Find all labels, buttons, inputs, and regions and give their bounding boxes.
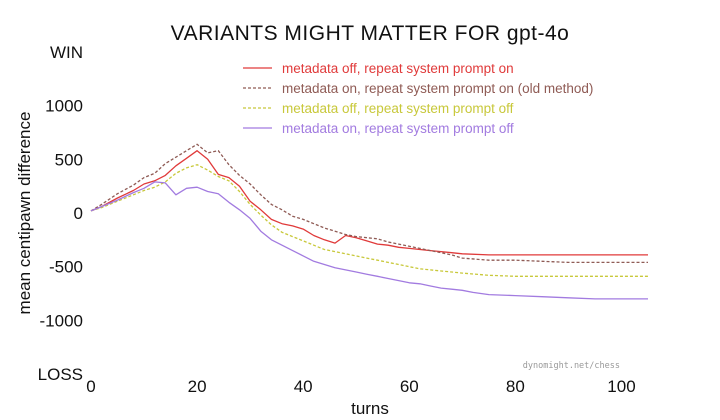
series-line-3 — [90, 164, 648, 277]
series-line-2 — [90, 143, 648, 264]
y-tick-label: 0 — [74, 204, 83, 223]
legend-label: metadata on, repeat system prompt on (ol… — [282, 81, 593, 96]
y-tick-label: WIN — [50, 43, 83, 62]
x-tick-label: 80 — [506, 377, 525, 396]
y-axis-ticks: WIN 1000 500 0 -500 -1000 LOSS — [38, 43, 83, 384]
legend: metadata off, repeat system prompt on met… — [243, 61, 593, 136]
series-line-1 — [90, 150, 648, 256]
y-tick-label: 500 — [55, 150, 83, 169]
series-lines — [90, 143, 648, 300]
y-tick-label: -1000 — [40, 311, 83, 330]
y-tick-label: LOSS — [38, 365, 83, 384]
legend-label: metadata off, repeat system prompt off — [282, 101, 514, 116]
x-axis-label: turns — [351, 399, 389, 418]
x-tick-label: 40 — [294, 377, 313, 396]
x-tick-label: 60 — [400, 377, 419, 396]
y-axis-label: mean centipawn difference — [15, 112, 34, 315]
y-tick-label: -500 — [49, 258, 83, 277]
x-axis-ticks: 0 20 40 60 80 100 — [86, 377, 635, 396]
series-line-4 — [90, 181, 648, 300]
x-tick-label: 20 — [188, 377, 207, 396]
y-tick-label: 1000 — [45, 97, 83, 116]
x-tick-label: 0 — [86, 377, 95, 396]
watermark: dynomight.net/chess — [523, 361, 620, 371]
legend-label: metadata on, repeat system prompt off — [282, 121, 514, 136]
chart-title: VARIANTS MIGHT MATTER FOR gpt-4o — [171, 22, 570, 45]
legend-label: metadata off, repeat system prompt on — [282, 61, 514, 76]
x-tick-label: 100 — [607, 377, 635, 396]
